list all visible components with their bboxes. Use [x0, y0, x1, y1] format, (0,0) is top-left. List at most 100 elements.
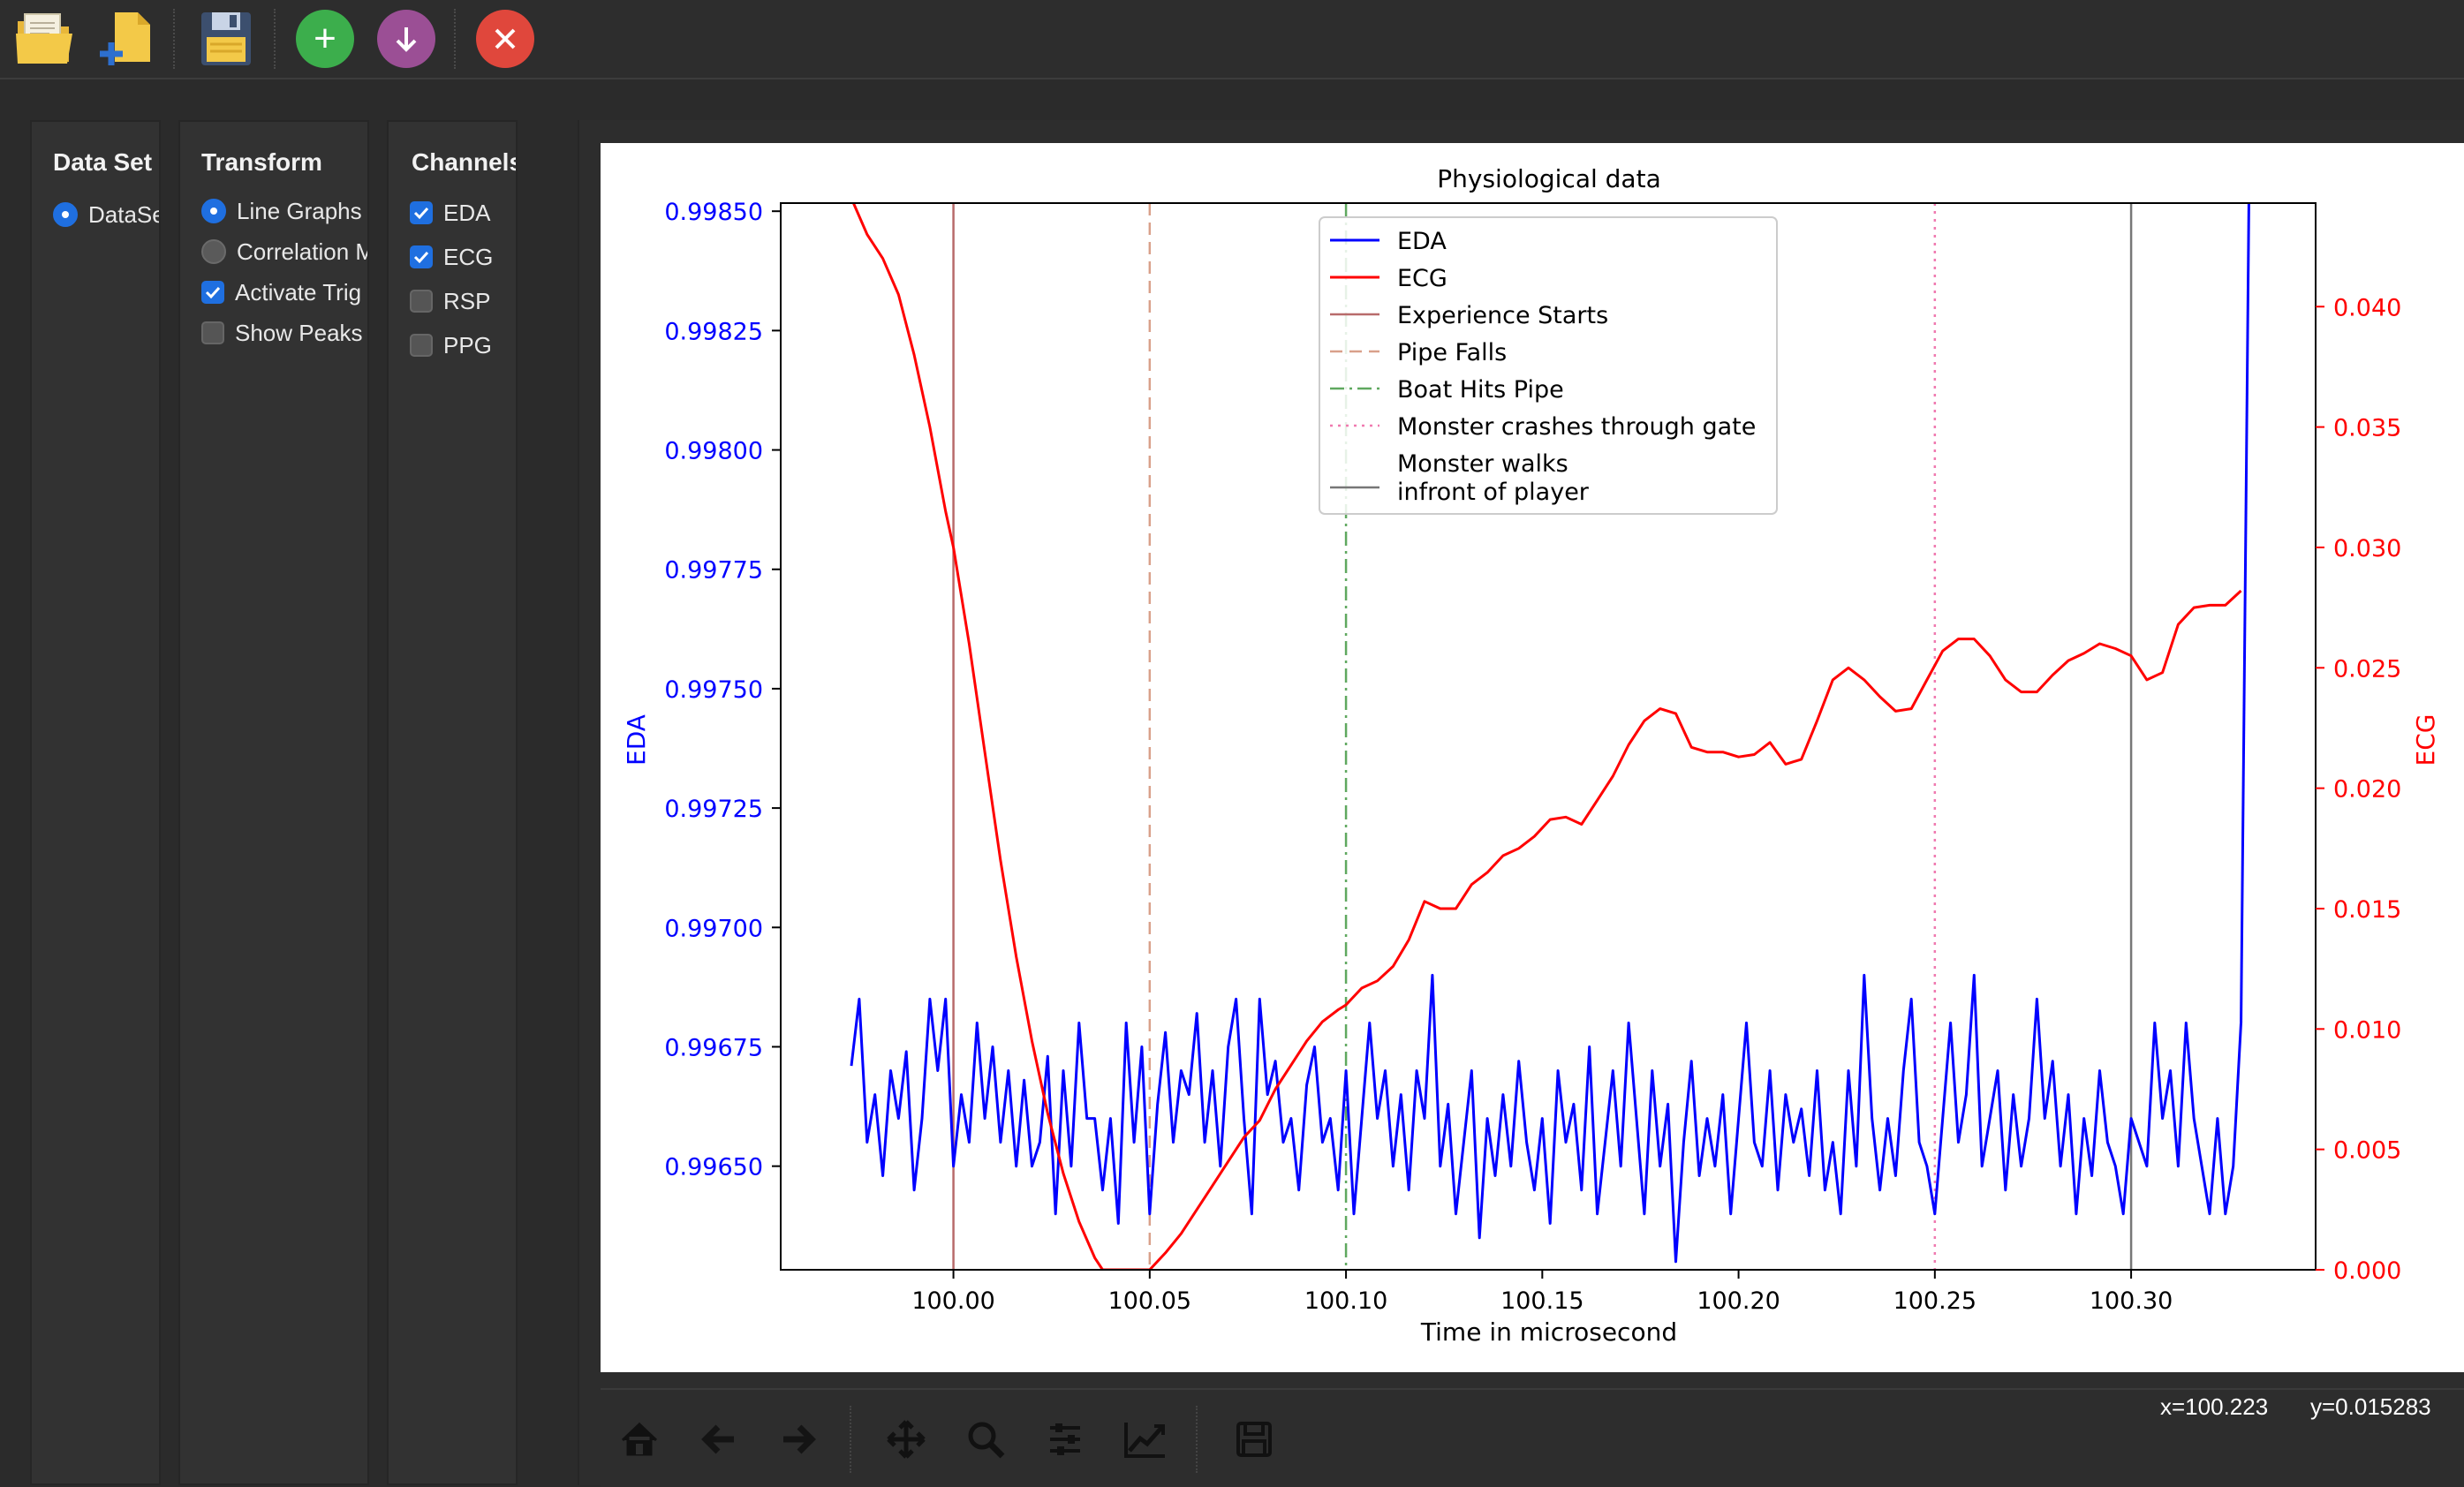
channels-panel: Channels EDA ECG RSP PPG [387, 120, 518, 1485]
dataset-panel-title: Data Set [53, 148, 153, 176]
checkbox-icon [201, 321, 224, 344]
home-icon[interactable] [611, 1411, 668, 1468]
channel-ecg-checkbox[interactable]: ECG [410, 242, 493, 272]
radio-icon [201, 239, 226, 264]
zoom-icon[interactable] [957, 1411, 1014, 1468]
activate-trig-label: Activate Trig [235, 278, 362, 306]
y-left-tick-label: 0.99700 [664, 915, 763, 942]
legend-label: infront of player [1397, 479, 1590, 506]
configure-subplots-icon[interactable] [1037, 1411, 1093, 1468]
correlation-label: Correlation M [237, 238, 369, 265]
radio-icon [201, 199, 226, 223]
save-figure-icon[interactable] [1226, 1411, 1282, 1468]
x-tick-label: 100.00 [911, 1287, 994, 1315]
x-tick-label: 100.20 [1697, 1287, 1780, 1315]
legend-label: Boat Hits Pipe [1397, 376, 1564, 404]
cursor-y-readout: y=0.015283 [2310, 1393, 2431, 1420]
line-graphs-label: Line Graphs [237, 197, 362, 224]
y-left-tick-label: 0.99825 [664, 318, 763, 345]
legend-label: Experience Starts [1397, 302, 1608, 329]
toolbar-separator [454, 9, 456, 69]
y-right-tick-label: 0.025 [2333, 655, 2401, 683]
series-line-eda-rise [2240, 203, 2250, 1023]
line-graphs-radio[interactable]: Line Graphs [201, 196, 362, 226]
main-toolbar: + [0, 0, 2464, 79]
pan-icon[interactable] [878, 1411, 934, 1468]
new-file-icon[interactable] [92, 5, 159, 72]
y-left-tick-label: 0.99850 [664, 199, 763, 226]
checkbox-icon [410, 290, 433, 313]
channel-ppg-label: PPG [443, 331, 492, 359]
x-axis-label: Time in microsecond [1420, 1317, 1677, 1347]
channels-panel-title: Channels [412, 148, 518, 176]
y-left-tick-label: 0.99775 [664, 557, 763, 585]
y-right-tick-label: 0.030 [2333, 535, 2401, 562]
series-line-eda [850, 973, 2242, 1264]
checkmark-icon [410, 245, 433, 268]
y-right-tick-label: 0.020 [2333, 776, 2401, 804]
y-right-tick-label: 0.040 [2333, 294, 2401, 321]
checkmark-icon [201, 281, 224, 304]
channel-rsp-checkbox[interactable]: RSP [410, 286, 490, 316]
checkbox-icon [410, 334, 433, 357]
y-left-tick-label: 0.99750 [664, 676, 763, 704]
chart[interactable]: Physiological data Time in microsecond E… [601, 143, 2464, 1372]
legend-label: Monster crashes through gate [1397, 413, 1756, 441]
x-tick-label: 100.05 [1108, 1287, 1191, 1315]
activate-trig-checkbox[interactable]: Activate Trig [201, 277, 361, 307]
y-right-tick-label: 0.000 [2333, 1257, 2401, 1285]
y-left-tick-label: 0.99725 [664, 796, 763, 823]
toolbar-separator [850, 1406, 851, 1473]
toolbar-separator [1196, 1406, 1198, 1473]
x-tick-label: 100.30 [2090, 1287, 2173, 1315]
toolbar-separator [274, 9, 276, 69]
y-right-tick-label: 0.005 [2333, 1137, 2401, 1165]
forward-icon[interactable] [770, 1411, 827, 1468]
y-right-tick-label: 0.035 [2333, 415, 2401, 442]
series-line-ecg [851, 203, 2242, 1270]
y-left-tick-label: 0.99675 [664, 1034, 763, 1061]
channel-ppg-checkbox[interactable]: PPG [410, 330, 492, 360]
dataset-option-label: DataSe [88, 200, 161, 228]
figure-canvas[interactable]: Physiological data Time in microsecond E… [601, 143, 2464, 1372]
edit-axis-icon[interactable] [1116, 1411, 1173, 1468]
show-peaks-label: Show Peaks [235, 319, 363, 346]
chart-title: Physiological data [1437, 164, 1660, 193]
legend-label: ECG [1397, 265, 1447, 292]
x-tick-label: 100.10 [1304, 1287, 1387, 1315]
save-icon[interactable] [193, 5, 260, 72]
axes-frame [780, 202, 2317, 1271]
cursor-x-readout: x=100.223 [2160, 1393, 2269, 1420]
channel-rsp-label: RSP [443, 287, 491, 314]
dataset-option[interactable]: DataSe [53, 200, 161, 230]
legend-label: Pipe Falls [1397, 339, 1507, 366]
transform-panel: Transform Line Graphs Correlation M Acti… [178, 120, 369, 1485]
dataset-panel: Data Set DataSe [30, 120, 161, 1485]
legend-label: Monster walks [1397, 450, 1568, 478]
legend-label: EDA [1397, 228, 1447, 255]
y-axis-right-label: ECG [2411, 714, 2440, 766]
plot-navigation-toolbar [601, 1388, 2464, 1487]
channel-ecg-label: ECG [443, 243, 494, 270]
download-icon[interactable] [373, 5, 440, 72]
back-icon[interactable] [691, 1411, 747, 1468]
toolbar-separator [173, 9, 175, 69]
channel-eda-checkbox[interactable]: EDA [410, 198, 490, 228]
close-icon[interactable] [472, 5, 539, 72]
y-right-tick-label: 0.010 [2333, 1016, 2401, 1044]
checkmark-icon [410, 201, 433, 224]
x-tick-label: 100.25 [1893, 1287, 1976, 1315]
show-peaks-checkbox[interactable]: Show Peaks [201, 318, 363, 348]
add-icon[interactable]: + [291, 5, 359, 72]
y-left-tick-label: 0.99800 [664, 438, 763, 465]
radio-icon [53, 202, 78, 227]
y-left-tick-label: 0.99650 [664, 1154, 763, 1181]
y-axis-left-label: EDA [622, 714, 651, 766]
channel-eda-label: EDA [443, 199, 491, 226]
open-folder-icon[interactable] [11, 5, 78, 72]
y-right-tick-label: 0.015 [2333, 896, 2401, 924]
correlation-radio[interactable]: Correlation M [201, 237, 369, 267]
x-tick-label: 100.15 [1500, 1287, 1583, 1315]
legend-box [1319, 216, 1778, 515]
transform-panel-title: Transform [201, 148, 322, 176]
